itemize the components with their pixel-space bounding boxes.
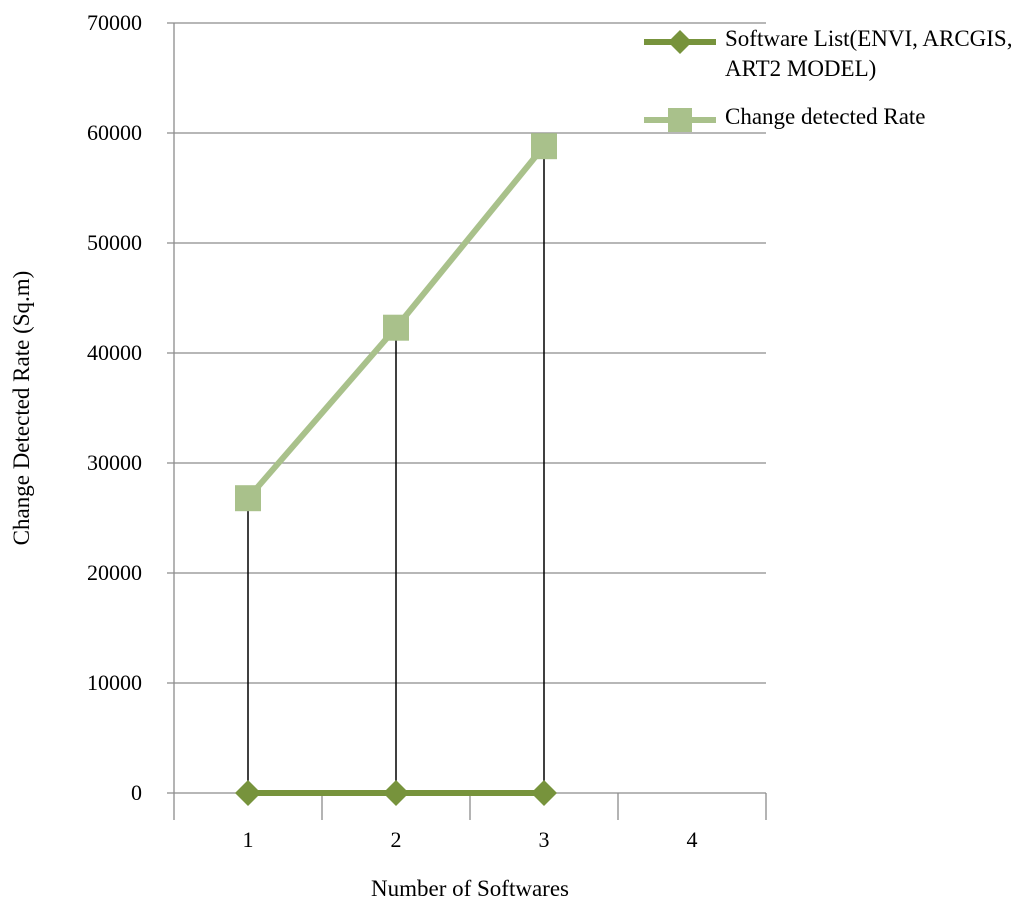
x-axis-title: Number of Softwares (371, 876, 569, 901)
square-marker-icon (644, 108, 716, 132)
data-point-s1-1 (235, 485, 261, 512)
y-tick-label-40000: 40000 (87, 340, 142, 365)
legend-entry-software-list: Software List(ENVI, ARCGIS, ART2 MODEL) (642, 24, 1031, 84)
legend: Software List(ENVI, ARCGIS, ART2 MODEL) … (642, 24, 1031, 150)
legend-label-change-detected-rate: Change detected Rate (725, 104, 926, 129)
y-tick-label-20000: 20000 (87, 560, 142, 585)
legend-entry-change-detected-rate: Change detected Rate (642, 102, 1031, 132)
y-axis-title: Change Detected Rate (Sq.m) (9, 271, 34, 546)
data-point-s1-3 (531, 133, 557, 160)
legend-label-software-list: Software List(ENVI, ARCGIS, ART2 MODEL) (725, 26, 1013, 81)
axes (173, 23, 767, 820)
y-tick-label-60000: 60000 (87, 120, 142, 145)
y-tick-label-70000: 70000 (87, 10, 142, 35)
data-point-s0-1 (235, 780, 261, 806)
series (235, 133, 557, 806)
x-tick-label-1: 1 (243, 827, 254, 852)
data-point-s0-3 (531, 780, 557, 806)
data-point-s1-2 (383, 314, 409, 341)
y-tick-label-10000: 10000 (87, 670, 142, 695)
y-tick-label-50000: 50000 (87, 230, 142, 255)
data-point-s0-2 (383, 780, 409, 806)
y-tick-label-30000: 30000 (87, 450, 142, 475)
y-tick-label-0: 0 (131, 780, 142, 805)
drop-lines (247, 146, 545, 793)
x-tick-label-4: 4 (687, 827, 698, 852)
diamond-marker-icon (644, 30, 716, 54)
x-tick-label-3: 3 (539, 827, 550, 852)
y-tick-labels: 0 10000 20000 30000 40000 50000 60000 70000 (87, 10, 142, 805)
x-tick-label-2: 2 (391, 827, 402, 852)
x-tick-labels: 1 2 3 4 (243, 827, 698, 852)
